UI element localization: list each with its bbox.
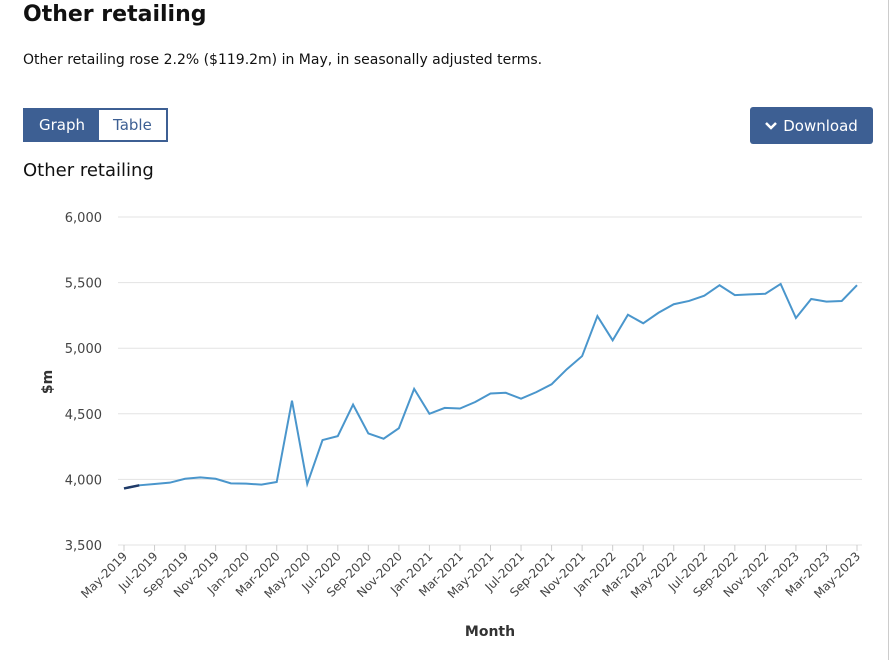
data-point[interactable] [531,387,541,397]
data-point[interactable] [837,296,847,306]
y-tick-label: 6,000 [65,211,102,226]
data-point[interactable] [715,280,725,290]
data-point[interactable] [226,478,236,488]
data-point[interactable] [409,384,419,394]
data-point[interactable] [379,434,389,444]
data-point[interactable] [730,290,740,300]
data-point[interactable] [470,397,480,407]
data-point[interactable] [562,364,572,374]
data-point[interactable] [653,308,663,318]
data-point[interactable] [852,280,862,290]
y-tick-label: 5,000 [65,342,102,357]
data-point[interactable] [501,388,511,398]
data-point[interactable] [424,409,434,419]
data-point[interactable] [699,291,709,301]
data-point[interactable] [119,483,129,493]
data-point[interactable] [623,310,633,320]
data-point[interactable] [302,479,312,489]
page-title: Other retailing [23,2,207,27]
y-tick-label: 4,500 [65,408,102,423]
data-point[interactable] [195,472,205,482]
series-line [123,282,858,490]
data-point[interactable] [318,435,328,445]
data-point[interactable] [394,423,404,433]
data-point[interactable] [821,297,831,307]
chevron-down-icon [765,121,778,130]
data-point[interactable] [180,474,190,484]
data-point[interactable] [577,351,587,361]
data-point[interactable] [287,396,297,406]
data-point[interactable] [134,480,144,490]
data-point[interactable] [241,479,251,489]
data-point[interactable] [256,480,266,490]
x-tick-label: May-2019 [78,549,130,601]
y-axis-label: $m [40,370,56,394]
data-point[interactable] [211,474,221,484]
data-point[interactable] [363,428,373,438]
data-point[interactable] [455,404,465,414]
data-point[interactable] [150,479,160,489]
tab-graph[interactable]: Graph [25,110,100,140]
line-chart: 3,5004,0004,5005,0005,5006,000May-2019Ju… [40,211,863,640]
tab-table[interactable]: Table [113,116,152,134]
data-point[interactable] [791,313,801,323]
y-tick-label: 5,500 [65,277,102,292]
data-point[interactable] [440,403,450,413]
x-axis-label: Month [465,624,515,640]
download-label: Download [783,116,858,135]
data-point[interactable] [608,335,618,345]
data-point[interactable] [745,289,755,299]
data-point[interactable] [592,311,602,321]
data-point[interactable] [547,379,557,389]
data-point[interactable] [806,294,816,304]
chart-title: Other retailing [23,160,154,181]
data-point[interactable] [684,296,694,306]
data-point[interactable] [272,477,282,487]
data-point[interactable] [516,394,526,404]
series-first-segment [123,484,140,490]
data-point[interactable] [348,400,358,410]
data-point[interactable] [486,388,496,398]
y-tick-label: 4,000 [65,473,102,488]
data-point[interactable] [776,279,786,289]
data-point[interactable] [333,431,343,441]
data-point[interactable] [638,318,648,328]
data-point[interactable] [165,478,175,488]
y-tick-label: 3,500 [65,539,102,554]
download-button[interactable]: Download [750,107,873,144]
view-toggle: Graph Table [23,108,168,142]
summary-text: Other retailing rose 2.2% ($119.2m) in M… [23,52,543,68]
data-point[interactable] [669,299,679,309]
data-point[interactable] [760,289,770,299]
